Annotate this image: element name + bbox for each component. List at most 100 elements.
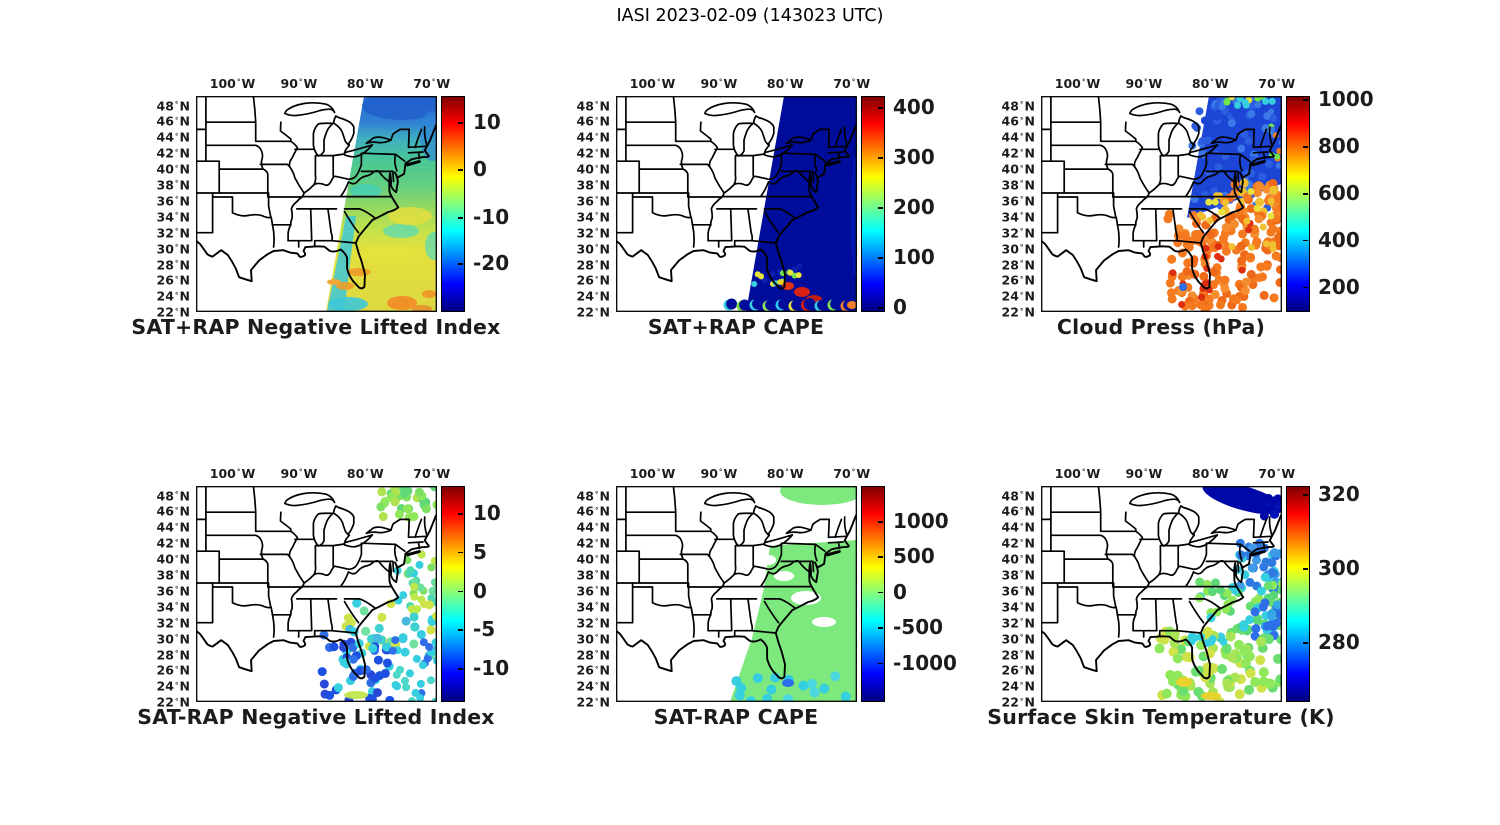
lat-tick-label: 38°N [156,177,191,193]
lat-tick-label: 40°N [1001,551,1036,567]
longitude-axis: 100°W 90°W 80°W 70°W [138,60,532,96]
lon-tick-label: 80°W [766,76,804,91]
colorbar-tick [458,121,463,124]
longitude-axis: 100°W 90°W 80°W 70°W [138,450,532,486]
lat-tick-label: 22°N [1001,694,1036,710]
lat-tick-label: 44°N [156,519,191,535]
colorbar-gradient [1286,486,1310,702]
colorbar-tick-label: 0 [893,295,907,320]
lat-tick-label: 48°N [576,488,611,504]
lat-tick-label: 44°N [576,519,611,535]
colorbar-tick [878,157,883,159]
panel-surface-skin-temp: 100°W 90°W 80°W 70°W 48°N 46°N 44°N 42°N 40°N 38… [983,450,1377,750]
colorbar-tick [458,169,463,171]
lon-tick-label: 100°W [1054,466,1101,481]
lat-tick-label: 34°N [156,599,191,615]
colorbar-tick [458,216,463,219]
lat-tick-label: 34°N [156,209,191,225]
colorbar: 320 300 280 [1286,482,1377,702]
lat-tick-label: 36°N [156,193,191,209]
lon-tick-label: 90°W [700,76,738,91]
longitude-axis: 100°W 90°W 80°W 70°W [558,60,952,96]
lat-tick-label: 46°N [156,113,191,129]
map-area [1041,486,1282,702]
lat-tick-label: 32°N [576,615,611,631]
map-canvas [616,96,857,312]
colorbar-tick [878,257,883,259]
lat-tick-label: 42°N [576,535,611,551]
lat-tick-label: 28°N [1001,257,1036,273]
lon-tick-label: 100°W [209,466,256,481]
longitude-axis: 100°W 90°W 80°W 70°W [983,450,1377,486]
panel-body: 48°N 46°N 44°N 42°N 40°N 38°N 36°N 34°N 32°N 30°N… [138,486,532,710]
lat-tick-label: 48°N [156,98,191,114]
lat-tick-label: 28°N [576,647,611,663]
lat-tick-label: 48°N [576,98,611,114]
lon-tick-label: 100°W [629,76,676,91]
lat-tick-label: 42°N [156,145,191,161]
colorbar-tick [458,513,463,515]
lat-tick-label: 46°N [1001,113,1036,129]
colorbar-tick [1303,99,1308,101]
panel-body: 48°N 46°N 44°N 42°N 40°N 38°N 36°N 34°N 32°N 30°N… [138,96,532,320]
colorbar-gradient [861,96,885,312]
colorbar-tick [1303,641,1308,644]
panel-body: 48°N 46°N 44°N 42°N 40°N 38°N 36°N 34°N 32°N 30°N… [983,87,1377,320]
lon-tick-label: 100°W [1054,76,1101,91]
lat-tick-label: 30°N [1001,241,1036,257]
colorbar: 1000 500 0 -500 -1000 [861,486,957,702]
lat-tick-label: 34°N [1001,209,1036,225]
colorbar-tick-label: -10 [473,204,510,229]
lon-tick-label: 70°W [413,76,451,91]
colorbar-gradient [1286,96,1310,312]
figure-title: IASI 2023-02-09 (143023 UTC) [616,6,884,26]
panel-title: SAT+RAP Negative Lifted Index [131,315,501,339]
lat-tick-label: 24°N [156,678,191,694]
colorbar-tick-label: -5 [473,617,496,642]
lat-tick-label: 44°N [576,129,611,145]
panel-title: Cloud Press (hPa) [1056,315,1266,339]
colorbar-tick [878,520,883,523]
lon-tick-label: 90°W [1125,76,1163,91]
colorbar-tick-label: 300 [893,145,935,170]
colorbar-gradient [441,486,465,702]
colorbar-tick [878,207,883,209]
map-canvas [196,96,437,312]
lat-tick-label: 44°N [156,129,191,145]
colorbar-tick-label: 600 [1318,180,1360,205]
panel-sat-plus-rap-nli: 100°W 90°W 80°W 70°W 48°N 46°N 44°N 42°N 40°N 38… [131,60,532,360]
lon-tick-label: 70°W [413,466,451,481]
panel-body: 48°N 46°N 44°N 42°N 40°N 38°N 36°N 34°N 32°N 30°N… [558,95,952,320]
colorbar-tick-label: 500 [893,544,935,569]
lat-tick-label: 28°N [156,647,191,663]
colorbar-tick-label: 10 [473,109,501,134]
lat-tick-label: 36°N [156,583,191,599]
lat-tick-label: 46°N [1001,503,1036,519]
map-area [616,486,857,702]
lat-tick-label: 40°N [1001,161,1036,177]
lat-tick-label: 42°N [576,145,611,161]
colorbar-tick-label: 5 [473,539,487,564]
colorbar-tick-label: 200 [1318,274,1360,299]
lat-tick-label: 40°N [156,161,191,177]
colorbar-tick [878,107,883,109]
colorbar-tick-label: 10 [473,501,501,525]
lat-tick-label: 28°N [576,257,611,273]
colorbar-tick [458,263,463,265]
colorbar-tick-label: 400 [1318,227,1360,252]
colorbar-tick-label: 0 [893,579,907,604]
colorbar-gradient [441,96,465,312]
map-area [196,486,437,702]
latitude-axis: 48°N 46°N 44°N 42°N 40°N 38°N 36°N 34°N 32°N 30°N… [983,96,1041,320]
panel-title: Surface Skin Temperature (K) [987,705,1335,729]
colorbar-tick-label: 280 [1318,629,1360,654]
lat-tick-label: 30°N [1001,631,1036,647]
colorbar-tick-label: 400 [893,95,935,120]
lon-tick-label: 80°W [1191,466,1229,481]
lat-tick-label: 38°N [576,177,611,193]
lat-tick-label: 30°N [576,631,611,647]
latitude-axis: 48°N 46°N 44°N 42°N 40°N 38°N 36°N 34°N 32°N 30°N… [983,486,1041,710]
lat-tick-label: 44°N [1001,129,1036,145]
lon-tick-label: 80°W [346,76,384,91]
lat-tick-label: 26°N [576,662,611,678]
